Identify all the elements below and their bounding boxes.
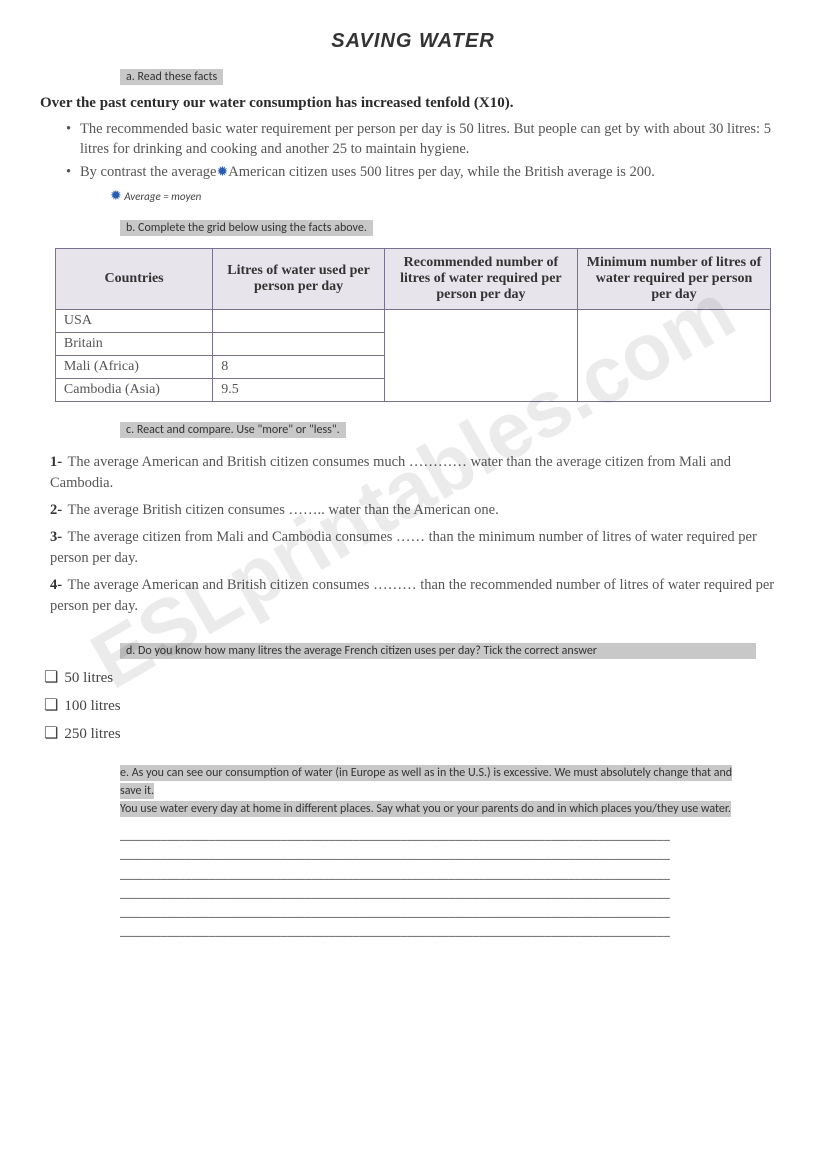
fillin-text: The average citizen from Mali and Cambod… bbox=[50, 529, 757, 566]
table-row: USA bbox=[55, 310, 770, 333]
writing-lines[interactable]: ________________________________________… bbox=[120, 827, 706, 942]
col-countries: Countries bbox=[55, 249, 212, 310]
footnote: ✹ Average = moyen bbox=[110, 187, 786, 204]
blank-line: ________________________________________… bbox=[120, 885, 706, 904]
checkbox-label: 50 litres bbox=[64, 670, 113, 686]
checkbox-group: ❏ 50 litres ❏ 100 litres ❏ 250 litres bbox=[44, 667, 786, 743]
blank-line: ________________________________________… bbox=[120, 846, 706, 865]
fillin-item: 3- The average citizen from Mali and Cam… bbox=[50, 527, 786, 569]
fact-text-part2: American citizen uses 500 litres per day… bbox=[228, 164, 655, 180]
star-icon: ✹ bbox=[216, 165, 228, 180]
fillin-text: The average American and British citizen… bbox=[50, 454, 731, 491]
cell-country: Cambodia (Asia) bbox=[55, 379, 212, 402]
section-a-label: a. Read these facts bbox=[120, 69, 223, 85]
footnote-text: Average = moyen bbox=[124, 190, 201, 203]
page-title: SAVING WATER bbox=[40, 30, 786, 53]
intro-text: Over the past century our water consumpt… bbox=[40, 95, 786, 112]
fillin-text: The average British citizen consumes …….… bbox=[67, 502, 498, 518]
checkbox-icon: ❏ bbox=[44, 667, 58, 687]
blank-line: ________________________________________… bbox=[120, 923, 706, 942]
fillin-item: 1- The average American and British citi… bbox=[50, 452, 786, 494]
cell-country: Mali (Africa) bbox=[55, 356, 212, 379]
section-d-label: d. Do you know how many litres the avera… bbox=[120, 643, 756, 659]
fact-item: The recommended basic water requirement … bbox=[80, 120, 776, 159]
checkbox-option[interactable]: ❏ 50 litres bbox=[44, 667, 786, 687]
water-table: Countries Litres of water used per perso… bbox=[55, 248, 771, 402]
blank-line: ________________________________________… bbox=[120, 866, 706, 885]
fillin-list: 1- The average American and British citi… bbox=[40, 452, 786, 617]
section-c-label: c. React and compare. Use "more" or "les… bbox=[120, 422, 346, 438]
fillin-item: 2- The average British citizen consumes … bbox=[50, 500, 786, 521]
checkbox-label: 250 litres bbox=[64, 726, 120, 742]
star-icon: ✹ bbox=[110, 187, 122, 204]
section-e-text2: You use water every day at home in diffe… bbox=[120, 801, 731, 817]
fillin-text: The average American and British citizen… bbox=[50, 577, 774, 614]
cell-country: USA bbox=[55, 310, 212, 333]
checkbox-option[interactable]: ❏ 100 litres bbox=[44, 695, 786, 715]
checkbox-option[interactable]: ❏ 250 litres bbox=[44, 723, 786, 743]
checkbox-label: 100 litres bbox=[64, 698, 120, 714]
col-litres-used: Litres of water used per person per day bbox=[213, 249, 385, 310]
fillin-item: 4- The average American and British citi… bbox=[50, 575, 786, 617]
cell-recommended-merged[interactable] bbox=[384, 310, 577, 402]
cell-litres[interactable] bbox=[213, 333, 385, 356]
fact-text-part1: By contrast the average bbox=[80, 164, 216, 180]
blank-line: ________________________________________… bbox=[120, 904, 706, 923]
cell-minimum-merged[interactable] bbox=[577, 310, 770, 402]
cell-litres: 8 bbox=[213, 356, 385, 379]
cell-country: Britain bbox=[55, 333, 212, 356]
fact-item: By contrast the average✹American citizen… bbox=[80, 163, 776, 183]
checkbox-icon: ❏ bbox=[44, 695, 58, 715]
cell-litres: 9.5 bbox=[213, 379, 385, 402]
section-e-text1: e. As you can see our consumption of wat… bbox=[120, 765, 732, 799]
cell-litres[interactable] bbox=[213, 310, 385, 333]
blank-line: ________________________________________… bbox=[120, 827, 706, 846]
facts-list: The recommended basic water requirement … bbox=[40, 120, 786, 183]
col-recommended: Recommended number of litres of water re… bbox=[384, 249, 577, 310]
col-minimum: Minimum number of litres of water requir… bbox=[577, 249, 770, 310]
checkbox-icon: ❏ bbox=[44, 723, 58, 743]
section-e-block: e. As you can see our consumption of wat… bbox=[120, 763, 756, 817]
section-b-label: b. Complete the grid below using the fac… bbox=[120, 220, 373, 236]
